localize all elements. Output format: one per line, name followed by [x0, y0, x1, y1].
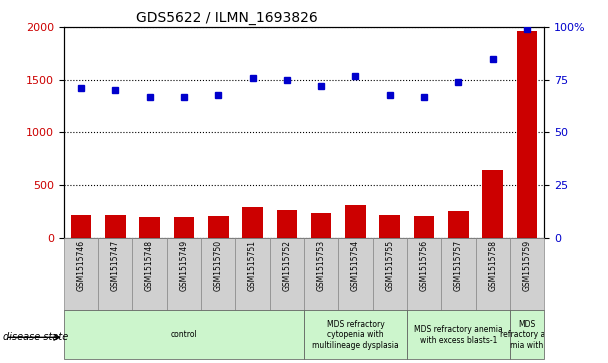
Bar: [345, 205, 366, 238]
FancyBboxPatch shape: [407, 310, 510, 359]
FancyBboxPatch shape: [510, 238, 544, 310]
FancyBboxPatch shape: [201, 238, 235, 310]
Bar: [208, 216, 229, 238]
FancyBboxPatch shape: [270, 238, 304, 310]
Text: GSM1515752: GSM1515752: [282, 240, 291, 291]
Text: GSM1515754: GSM1515754: [351, 240, 360, 291]
Text: GSM1515759: GSM1515759: [522, 240, 531, 291]
Bar: [277, 211, 297, 238]
Bar: [139, 217, 160, 238]
Text: MDS
refractory ane
mia with: MDS refractory ane mia with: [500, 320, 554, 350]
Text: GSM1515757: GSM1515757: [454, 240, 463, 291]
Text: GSM1515748: GSM1515748: [145, 240, 154, 291]
Bar: [517, 32, 537, 238]
Text: control: control: [171, 330, 197, 339]
FancyBboxPatch shape: [235, 238, 270, 310]
Bar: [448, 211, 469, 238]
FancyBboxPatch shape: [304, 238, 338, 310]
FancyBboxPatch shape: [64, 238, 98, 310]
Text: disease state: disease state: [3, 332, 68, 342]
Bar: [311, 212, 331, 238]
Bar: [71, 215, 91, 238]
Text: GSM1515758: GSM1515758: [488, 240, 497, 291]
FancyBboxPatch shape: [475, 238, 510, 310]
Text: GSM1515746: GSM1515746: [77, 240, 86, 291]
FancyBboxPatch shape: [510, 310, 544, 359]
Bar: [414, 216, 434, 238]
Bar: [242, 207, 263, 238]
Text: GSM1515753: GSM1515753: [317, 240, 326, 291]
Text: GDS5622 / ILMN_1693826: GDS5622 / ILMN_1693826: [136, 11, 317, 25]
Text: MDS refractory anemia
with excess blasts-1: MDS refractory anemia with excess blasts…: [414, 325, 503, 344]
FancyBboxPatch shape: [373, 238, 407, 310]
FancyBboxPatch shape: [407, 238, 441, 310]
Bar: [379, 215, 400, 238]
Bar: [105, 215, 126, 238]
FancyBboxPatch shape: [133, 238, 167, 310]
Text: GSM1515755: GSM1515755: [385, 240, 394, 291]
Text: GSM1515756: GSM1515756: [420, 240, 429, 291]
FancyBboxPatch shape: [441, 238, 475, 310]
FancyBboxPatch shape: [338, 238, 373, 310]
Text: GSM1515747: GSM1515747: [111, 240, 120, 291]
Bar: [174, 217, 194, 238]
Text: GSM1515751: GSM1515751: [248, 240, 257, 291]
Text: GSM1515750: GSM1515750: [214, 240, 223, 291]
FancyBboxPatch shape: [304, 310, 407, 359]
Text: MDS refractory
cytopenia with
multilineage dysplasia: MDS refractory cytopenia with multilinea…: [312, 320, 399, 350]
Text: GSM1515749: GSM1515749: [179, 240, 188, 291]
FancyBboxPatch shape: [64, 310, 304, 359]
Bar: [482, 170, 503, 238]
FancyBboxPatch shape: [98, 238, 133, 310]
FancyBboxPatch shape: [167, 238, 201, 310]
